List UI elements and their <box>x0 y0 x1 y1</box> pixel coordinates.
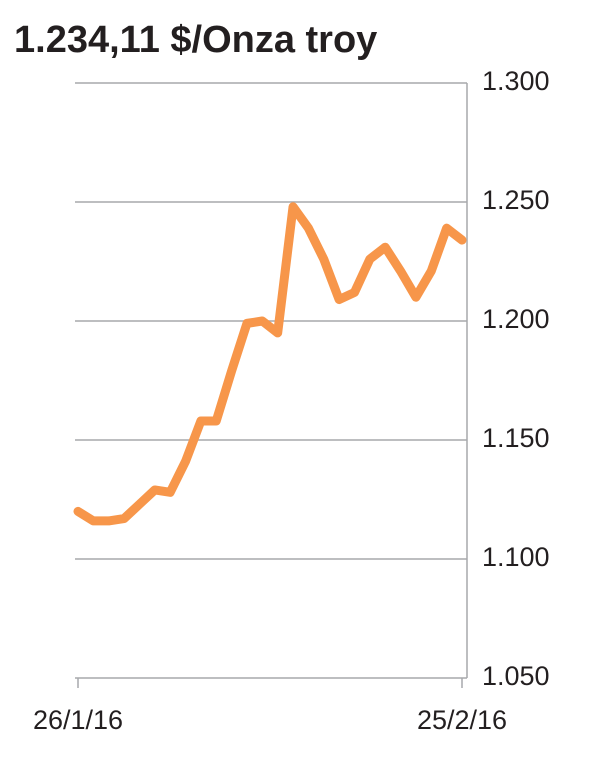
y-tick-label: 1.300 <box>482 66 550 96</box>
y-tick-label: 1.150 <box>482 423 550 453</box>
y-tick-label: 1.250 <box>482 185 550 215</box>
x-tick-label: 26/1/16 <box>33 705 123 735</box>
y-tick-label: 1.100 <box>482 542 550 572</box>
y-tick-label: 1.200 <box>482 304 550 334</box>
line-series <box>73 202 467 526</box>
chart-title: 1.234,11 $/Onza troy <box>14 19 377 61</box>
x-tick-label: 25/2/16 <box>417 705 507 735</box>
y-tick-label: 1.050 <box>482 661 550 691</box>
